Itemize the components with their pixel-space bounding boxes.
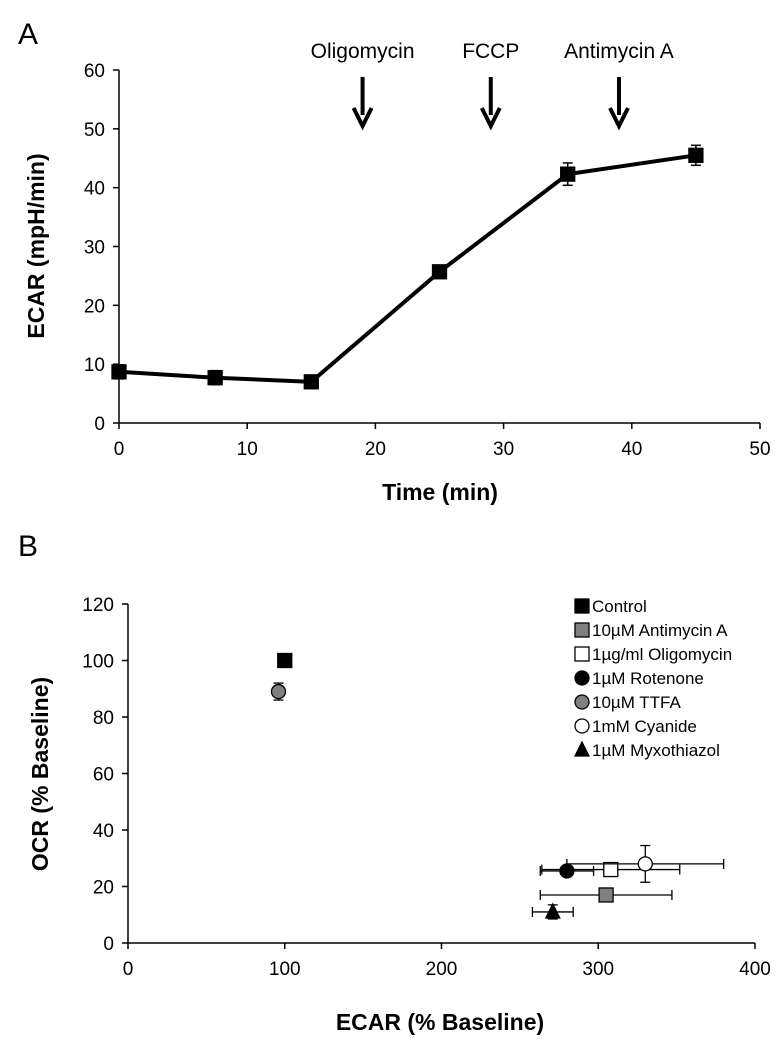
- x-tick-label: 20: [365, 439, 386, 460]
- legend-marker: [574, 622, 590, 638]
- legend-entry: 1mM Cyanide: [592, 717, 697, 736]
- panel-a-xlabel: Time (min): [382, 479, 498, 505]
- treatment-label: Oligomycin: [311, 40, 415, 63]
- y-tick-label: 100: [82, 652, 114, 673]
- data-point: [207, 370, 223, 386]
- y-tick-label: 50: [84, 120, 105, 141]
- legend-entry: 1µM Rotenone: [592, 669, 704, 688]
- y-tick-label: 120: [82, 595, 114, 616]
- data-point: [688, 147, 704, 163]
- panel-b-xlabel: ECAR (% Baseline): [336, 1009, 544, 1035]
- x-tick-label: 30: [493, 439, 514, 460]
- legend-marker: [574, 694, 590, 710]
- y-tick-label: 40: [93, 821, 114, 842]
- x-tick-label: 0: [123, 959, 134, 980]
- legend-marker: [574, 646, 590, 662]
- x-tick-label: 40: [621, 439, 642, 460]
- legend-marker: [574, 670, 590, 686]
- y-tick-label: 60: [93, 765, 114, 786]
- legend-entry: 10µM TTFA: [592, 693, 681, 712]
- panel-b-plot: 0 20 40 60 80 100 120 0 100 200 300 400: [82, 595, 771, 980]
- legend-marker: [573, 740, 591, 757]
- data-point: [603, 861, 619, 878]
- legend-entry: Control: [592, 597, 647, 616]
- legend-entry: 1µg/ml Oligomycin: [592, 645, 732, 664]
- y-tick-label: 40: [84, 179, 105, 200]
- x-tick-label: 50: [749, 439, 770, 460]
- data-point: [431, 264, 448, 280]
- x-tick-label: 10: [237, 439, 258, 460]
- panel-a-label: A: [18, 18, 38, 51]
- treatment-label: FCCP: [462, 40, 519, 63]
- legend-marker: [574, 598, 590, 614]
- data-point: [637, 856, 653, 872]
- data-point: [277, 652, 293, 669]
- arrow-head: [479, 107, 502, 131]
- y-tick-label: 20: [93, 878, 114, 899]
- y-tick-label: 60: [84, 61, 105, 82]
- legend: Control 10µM Antimycin A 1µg/ml Oligomycin…: [573, 597, 732, 760]
- data-point: [303, 374, 319, 390]
- x-tick-label: 0: [114, 439, 125, 460]
- x-tick-label: 300: [582, 959, 614, 980]
- series-line: [118, 153, 697, 384]
- panel-b-ylabel: OCR (% Baseline): [27, 677, 53, 871]
- data-point: [560, 166, 576, 182]
- data-point: [544, 902, 561, 919]
- y-tick-label: 80: [93, 708, 114, 729]
- data-point: [111, 364, 127, 380]
- arrow-head: [608, 107, 630, 131]
- treatment-label: Antimycin A: [564, 40, 674, 63]
- legend-marker: [574, 718, 590, 734]
- x-tick-label: 400: [739, 959, 771, 980]
- data-point: [598, 887, 614, 903]
- y-tick-label: 10: [84, 355, 105, 376]
- arrow-head: [351, 107, 374, 131]
- legend-entry: 1µM Myxothiazol: [592, 741, 720, 760]
- panel-a-ylabel: ECAR (mpH/min): [23, 153, 49, 338]
- x-tick-label: 200: [426, 959, 458, 980]
- y-tick-label: 30: [84, 238, 105, 259]
- data-point: [270, 683, 287, 700]
- panel-a-plot: 0 10 20 30 40 50 60 0 10 20 30 40 50 Oligomycin FCCP An…: [84, 40, 771, 460]
- y-tick-label: 0: [94, 414, 105, 435]
- y-tick-label: 0: [103, 934, 114, 955]
- x-tick-label: 100: [269, 959, 301, 980]
- panel-b-label: B: [18, 530, 38, 563]
- legend-entry: 10µM Antimycin A: [592, 621, 728, 640]
- y-tick-label: 20: [84, 296, 105, 317]
